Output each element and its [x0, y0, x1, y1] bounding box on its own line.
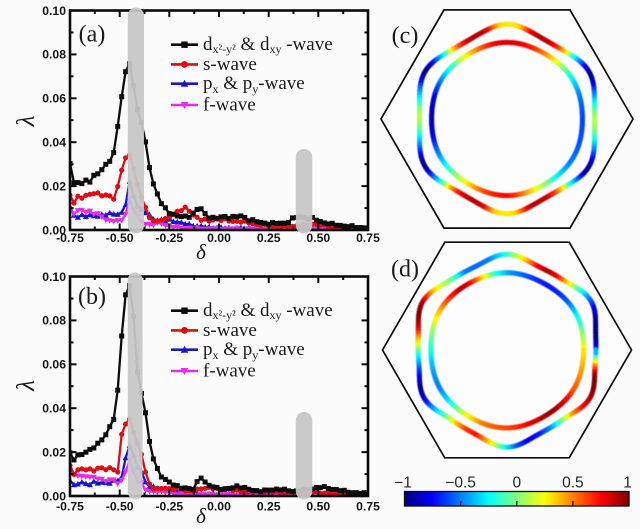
- svg-text:λ: λ: [13, 115, 40, 127]
- svg-text:0: 0: [512, 475, 521, 492]
- svg-text:δ: δ: [196, 504, 207, 524]
- svg-text:-0.25: -0.25: [155, 231, 183, 245]
- svg-text:−0.5: −0.5: [445, 475, 476, 492]
- svg-text:0.00: 0.00: [207, 231, 231, 245]
- svg-text:f-wave: f-wave: [203, 361, 256, 382]
- svg-text:-0.50: -0.50: [106, 500, 134, 514]
- svg-text:f-wave: f-wave: [203, 95, 256, 116]
- svg-text:0.25: 0.25: [257, 231, 281, 245]
- svg-text:0.25: 0.25: [257, 500, 281, 514]
- svg-text:0.10: 0.10: [42, 270, 66, 284]
- svg-text:0.06: 0.06: [42, 358, 66, 372]
- svg-text:0.10: 0.10: [42, 4, 66, 18]
- svg-text:-0.50: -0.50: [106, 231, 134, 245]
- svg-text:0.08: 0.08: [42, 48, 66, 62]
- svg-text:−1: −1: [394, 475, 412, 492]
- svg-text:δ: δ: [196, 240, 207, 264]
- svg-text:0.5: 0.5: [562, 475, 584, 492]
- svg-text:λ: λ: [13, 380, 40, 392]
- svg-text:0.75: 0.75: [356, 500, 380, 514]
- svg-text:(d): (d): [391, 257, 419, 283]
- svg-text:(c): (c): [392, 23, 419, 49]
- svg-text:0.04: 0.04: [42, 136, 66, 150]
- svg-text:0.50: 0.50: [306, 231, 330, 245]
- svg-text:0.50: 0.50: [306, 500, 330, 514]
- svg-text:0.06: 0.06: [42, 92, 66, 106]
- svg-text:0.00: 0.00: [207, 500, 231, 514]
- svg-text:s-wave: s-wave: [203, 54, 257, 75]
- svg-text:(b): (b): [78, 284, 106, 310]
- svg-text:1: 1: [623, 475, 632, 492]
- svg-text:0.02: 0.02: [42, 445, 66, 459]
- svg-text:0.04: 0.04: [42, 402, 66, 416]
- svg-text:(a): (a): [79, 22, 106, 48]
- svg-text:0.08: 0.08: [42, 314, 66, 328]
- svg-text:-0.75: -0.75: [56, 500, 84, 514]
- svg-text:-0.25: -0.25: [155, 500, 183, 514]
- svg-text:0.75: 0.75: [356, 231, 380, 245]
- svg-text:-0.75: -0.75: [56, 231, 84, 245]
- svg-text:s-wave: s-wave: [203, 320, 257, 341]
- svg-text:0.02: 0.02: [42, 179, 66, 193]
